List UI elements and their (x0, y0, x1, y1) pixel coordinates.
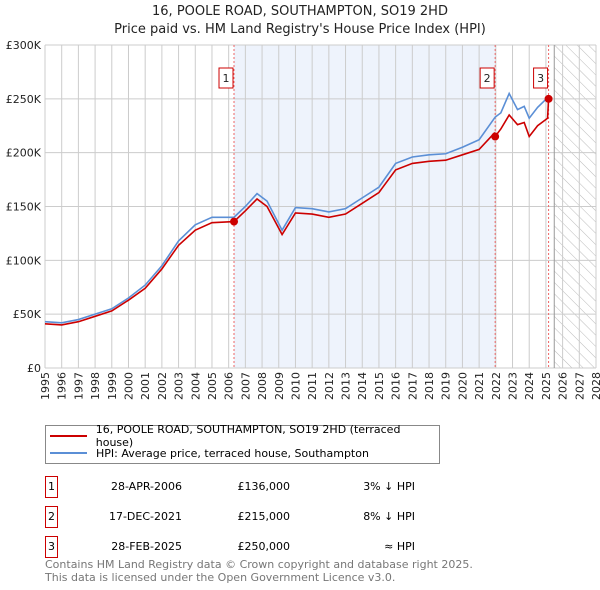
footer: Contains HM Land Registry data © Crown c… (45, 558, 473, 584)
x-tick-label: 2007 (239, 372, 252, 400)
sale-point (544, 94, 553, 103)
sale-hpi-relation: 8% ↓ HPI (363, 510, 415, 523)
x-tick-label: 2006 (223, 372, 236, 400)
y-tick-label: £200K (6, 147, 42, 160)
footer-line: This data is licensed under the Open Gov… (45, 571, 396, 584)
sale-date: 28-FEB-2025 (111, 540, 182, 553)
sale-price: £215,000 (237, 510, 291, 523)
x-tick-label: 2012 (323, 372, 336, 400)
legend-swatch-red (50, 435, 87, 437)
x-tick-label: 1995 (39, 372, 52, 400)
sale-label: 2 (484, 72, 491, 85)
x-tick-label: 2002 (156, 372, 169, 400)
sale-label-box (533, 67, 549, 89)
x-tick-label: 2021 (473, 372, 486, 400)
x-tick-label: 2000 (122, 372, 135, 400)
x-tick-label: 1997 (72, 372, 85, 400)
y-tick-label: £250K (6, 93, 42, 106)
x-tick-label: 2023 (507, 372, 520, 400)
x-tick-label: 1996 (56, 372, 69, 400)
sale-number: 2 (45, 506, 58, 528)
x-tick-label: 2013 (340, 372, 353, 400)
sale-date: 17-DEC-2021 (108, 510, 182, 523)
x-tick-label: 2014 (356, 372, 369, 400)
sale-row: 2 17-DEC-2021 £215,000 8% ↓ HPI (45, 506, 445, 528)
legend-label-property: 16, POOLE ROAD, SOUTHAMPTON, SO19 2HD (t… (95, 423, 401, 449)
sale-date: 28-APR-2006 (110, 480, 182, 493)
x-tick-label: 2011 (306, 372, 319, 400)
x-tick-label: 2027 (573, 372, 586, 400)
chart-subtitle: Price paid vs. HM Land Registry's House … (114, 22, 486, 37)
x-tick-label: 2008 (256, 372, 269, 400)
sale-hpi-relation: ≈ HPI (384, 540, 415, 553)
x-tick-label: 2020 (456, 372, 469, 400)
sale-label-box (218, 67, 234, 89)
legend-swatch-blue (50, 452, 87, 454)
sale-point (491, 132, 500, 141)
x-tick-label: 2024 (523, 372, 536, 400)
x-tick-label: 2017 (406, 372, 419, 400)
sale-label: 3 (537, 72, 544, 85)
y-tick-label: £150K (6, 201, 42, 214)
x-tick-label: 2003 (173, 372, 186, 400)
y-tick-label: £50K (13, 308, 42, 321)
x-tick-label: 2001 (139, 372, 152, 400)
plot-area: 1995 1996 1997 1998 1999 2000 2001 2002 2003 2004… (6, 39, 600, 400)
x-tick-label: 2015 (373, 372, 386, 400)
x-tick-label: 1998 (89, 372, 102, 400)
sale-price: £136,000 (237, 480, 291, 493)
x-tick-label: 2004 (189, 372, 202, 400)
sale-row: 3 28-FEB-2025 £250,000 ≈ HPI (45, 536, 445, 558)
y-tick-label: £100K (6, 254, 42, 267)
sale-label-box (479, 67, 495, 89)
sale-label: 1 (223, 72, 230, 85)
x-tick-label: 2022 (490, 372, 503, 400)
sale-number: 3 (45, 536, 58, 558)
hpi-line (44, 91, 550, 324)
x-tick-label: 2016 (390, 372, 403, 400)
x-tick-label: 2026 (557, 372, 570, 400)
x-tick-label: 2010 (289, 372, 302, 400)
sale-row: 1 28-APR-2006 £136,000 3% ↓ HPI (45, 476, 445, 498)
x-tick-label: 2025 (540, 372, 553, 400)
x-tick-label: 1999 (106, 372, 119, 400)
sale-hpi-relation: 3% ↓ HPI (363, 480, 415, 493)
x-tick-label: 2018 (423, 372, 436, 400)
chart-title: 16, POOLE ROAD, SOUTHAMPTON, SO19 2HD (152, 4, 448, 19)
y-tick-label: £0 (27, 362, 41, 375)
x-tick-label: 2009 (273, 372, 286, 400)
price-paid-line (44, 98, 550, 326)
x-tick-label: 2019 (440, 372, 453, 400)
sale-point (230, 217, 239, 226)
y-tick-label: £300K (6, 39, 42, 52)
legend: 16, POOLE ROAD, SOUTHAMPTON, SO19 2HD (t… (45, 423, 440, 464)
x-tick-label: 2028 (590, 372, 600, 400)
x-tick-label: 2005 (206, 372, 219, 400)
sale-price: £250,000 (237, 540, 291, 553)
footer-line: Contains HM Land Registry data © Crown c… (45, 558, 473, 571)
sale-number: 1 (45, 476, 58, 498)
legend-label-hpi: HPI: Average price, terraced house, Sout… (96, 446, 369, 460)
